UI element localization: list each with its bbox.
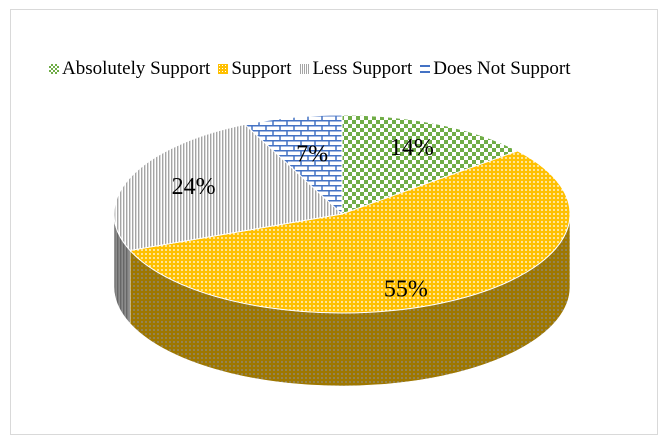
- pie-slice-3: [243, 114, 343, 216]
- pie-slice-1: [129, 150, 571, 314]
- legend-swatch: [49, 64, 59, 74]
- legend-swatch: [420, 65, 431, 73]
- data-label: 7%: [296, 142, 328, 168]
- legend-swatch: [299, 64, 310, 74]
- pie-slice-2: [113, 123, 344, 251]
- pie-top: [113, 114, 571, 314]
- legend-item-less-support: Less Support: [299, 58, 413, 80]
- chart-legend: Absolutely Support Support Less Support Doe…: [49, 56, 570, 82]
- pie-data-labels: 14% 55% 24% 7%: [172, 135, 434, 302]
- legend-item-absolutely-support: Absolutely Support: [49, 58, 210, 80]
- legend-item-support: Support: [218, 58, 292, 80]
- legend-label: Support: [231, 58, 292, 79]
- legend-label: Less Support: [312, 58, 413, 79]
- legend-swatch: [218, 64, 229, 74]
- pie-slice-0: [341, 114, 519, 215]
- data-label: 55%: [384, 276, 428, 302]
- legend-label: Absolutely Support: [62, 58, 211, 79]
- data-label: 24%: [172, 174, 216, 200]
- legend-label: Does Not Support: [433, 58, 571, 79]
- legend-item-does-not-support: Does Not Support: [420, 58, 570, 80]
- data-label: 14%: [390, 135, 434, 161]
